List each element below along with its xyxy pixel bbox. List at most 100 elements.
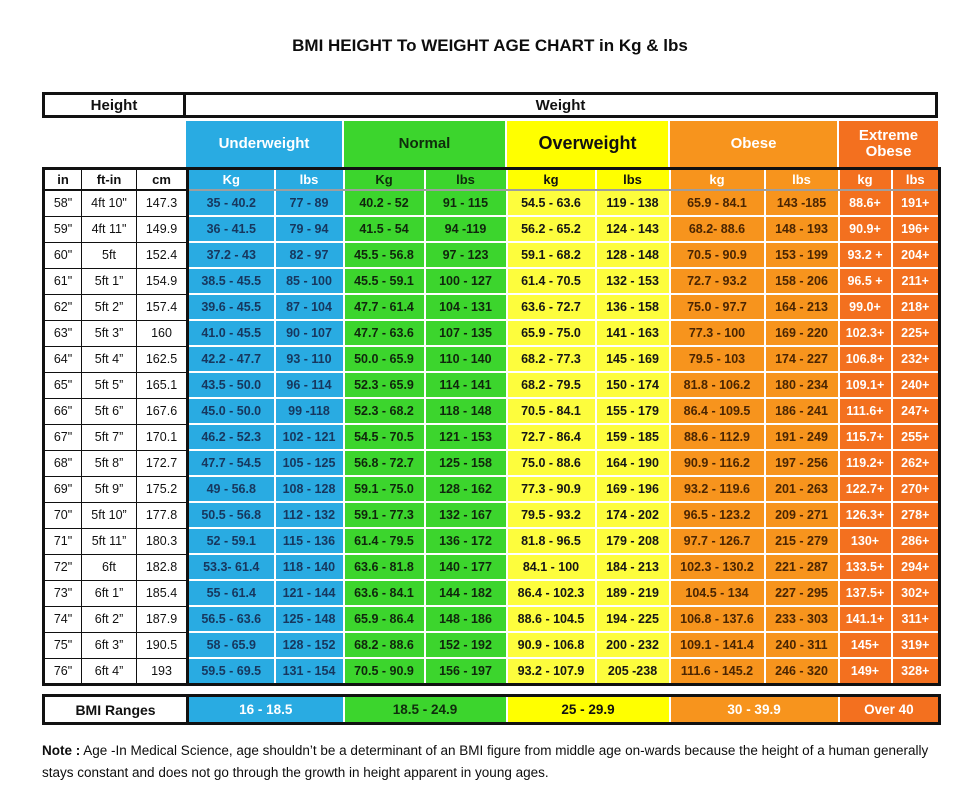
weight-cell: 133.5+ (838, 554, 893, 581)
weight-cell: 110 - 140 (424, 346, 508, 373)
weight-cell: 40.2 - 52 (343, 190, 426, 217)
weight-cell: 164 - 190 (595, 450, 671, 477)
weight-cell: 155 - 179 (595, 398, 671, 425)
height-ftin-cell: 5ft 11” (81, 527, 137, 555)
bmi-ranges-bar: BMI Ranges 16 - 18.5 18.5 - 24.9 25 - 29… (41, 694, 942, 725)
weight-cell: 68.2 - 77.3 (506, 346, 597, 373)
weight-cell: 41.5 - 54 (343, 216, 426, 243)
lbs-unit-header: lbs (764, 167, 840, 191)
weight-cell: 196+ (891, 216, 941, 243)
bmi-range-overweight: 25 - 29.9 (505, 694, 670, 725)
weight-cell: 130+ (838, 528, 893, 555)
height-in-cell: 61" (42, 267, 82, 295)
weight-cell: 145 - 169 (595, 346, 671, 373)
weight-cell: 70.5 - 84.1 (506, 398, 597, 425)
weight-cell: 232+ (891, 346, 941, 373)
weight-cell: 59.1 - 75.0 (343, 476, 426, 503)
lbs-unit-header: lbs (595, 167, 671, 191)
weight-cell: 197 - 256 (764, 450, 840, 477)
weight-cell: 319+ (891, 632, 941, 659)
weight-cell: 59.1 - 77.3 (343, 502, 426, 529)
weight-cell: 38.5 - 45.5 (186, 268, 276, 295)
table-row: 60" 5ft 152.4 37.2 - 43 82 - 97 45.5 - 56.8 97… (42, 241, 941, 269)
weight-cell: 45.5 - 56.8 (343, 242, 426, 269)
weight-cell: 115.7+ (838, 424, 893, 451)
height-cm-cell: 172.7 (136, 449, 189, 477)
weight-cell: 93.2 + (838, 242, 893, 269)
height-in-cell: 59" (42, 215, 82, 243)
weight-cell: 68.2- 88.6 (669, 216, 766, 243)
height-ftin-cell: 5ft 3” (81, 319, 137, 347)
weight-cell: 52.3 - 65.9 (343, 372, 426, 399)
weight-cell: 191 - 249 (764, 424, 840, 451)
weight-cell: 255+ (891, 424, 941, 451)
kg-unit-header: kg (838, 167, 893, 191)
height-ftin-cell: 5ft 2” (81, 293, 137, 321)
table-row: 58" 4ft 10" 147.3 35 - 40.2 77 - 89 40.2 - 52… (42, 189, 941, 217)
height-ftin-cell: 5ft 8” (81, 449, 137, 477)
weight-cell: 77 - 89 (274, 190, 345, 217)
height-cm-cell: 165.1 (136, 371, 189, 399)
weight-cell: 145+ (838, 632, 893, 659)
weight-cell: 70.5 - 90.9 (669, 242, 766, 269)
weight-cell: 118 - 140 (274, 554, 345, 581)
height-unit-header: ft-in (81, 167, 137, 191)
weight-cell: 59.5 - 69.5 (186, 658, 276, 686)
height-cm-cell: 147.3 (136, 189, 189, 217)
weight-cell: 90.9 - 116.2 (669, 450, 766, 477)
weight-cell: 164 - 213 (764, 294, 840, 321)
height-in-cell: 64" (42, 345, 82, 373)
height-cm-cell: 175.2 (136, 475, 189, 503)
weight-cell: 136 - 172 (424, 528, 508, 555)
weight-cell: 81.8 - 106.2 (669, 372, 766, 399)
weight-cell: 140 - 177 (424, 554, 508, 581)
weight-cell: 137.5+ (838, 580, 893, 607)
note-text: Age -In Medical Science, age shouldn’t b… (42, 743, 929, 781)
height-in-cell: 72" (42, 553, 82, 581)
weight-cell: 47.7 - 54.5 (186, 450, 276, 477)
kg-unit-header: Kg (343, 167, 426, 191)
weight-cell: 144 - 182 (424, 580, 508, 607)
category-normal: Normal (342, 121, 505, 167)
category-obese: Obese (668, 121, 837, 167)
table-row: 76" 6ft 4” 193 59.5 - 69.5 131 - 154 70.5 - 9… (42, 657, 941, 686)
weight-cell: 111.6+ (838, 398, 893, 425)
weight-cell: 63.6 - 84.1 (343, 580, 426, 607)
weight-cell: 136 - 158 (595, 294, 671, 321)
weight-cell: 96.5 - 123.2 (669, 502, 766, 529)
weight-cell: 128 - 162 (424, 476, 508, 503)
weight-cell: 115 - 136 (274, 528, 345, 555)
weight-cell: 81.8 - 96.5 (506, 528, 597, 555)
weight-cell: 99 -118 (274, 398, 345, 425)
weight-cell: 108 - 128 (274, 476, 345, 503)
weight-cell: 68.2 - 79.5 (506, 372, 597, 399)
bmi-range-extreme-obese: Over 40 (837, 694, 942, 725)
weight-cell: 86.4 - 109.5 (669, 398, 766, 425)
height-in-cell: 60" (42, 241, 82, 269)
bmi-range-underweight: 16 - 18.5 (186, 694, 344, 725)
height-in-cell: 58" (42, 189, 82, 217)
weight-cell: 79.5 - 93.2 (506, 502, 597, 529)
weight-cell: 97.7 - 126.7 (669, 528, 766, 555)
weight-cell: 75.0 - 97.7 (669, 294, 766, 321)
chart-title: BMI HEIGHT To WEIGHT AGE CHART in Kg & l… (292, 36, 688, 55)
weight-cell: 191+ (891, 190, 941, 217)
height-ftin-cell: 4ft 10" (81, 189, 137, 217)
weight-cell: 225+ (891, 320, 941, 347)
height-cm-cell: 154.9 (136, 267, 189, 295)
weight-cell: 149+ (838, 658, 893, 686)
weight-cell: 91 - 115 (424, 190, 508, 217)
height-cm-cell: 149.9 (136, 215, 189, 243)
height-ftin-cell: 4ft 11" (81, 215, 137, 243)
weight-cell: 262+ (891, 450, 941, 477)
weight-cell: 56.5 - 63.6 (186, 606, 276, 633)
weight-cell: 36 - 41.5 (186, 216, 276, 243)
weight-cell: 121 - 153 (424, 424, 508, 451)
category-extreme-obese: Extreme Obese (837, 121, 938, 167)
height-in-cell: 74" (42, 605, 82, 633)
bmi-ranges-label: BMI Ranges (41, 694, 190, 725)
height-in-cell: 63" (42, 319, 82, 347)
weight-cell: 189 - 219 (595, 580, 671, 607)
weight-cell: 131 - 154 (274, 658, 345, 686)
table-row: 67" 5ft 7” 170.1 46.2 - 52.3 102 - 121 54.5 -… (42, 423, 941, 451)
